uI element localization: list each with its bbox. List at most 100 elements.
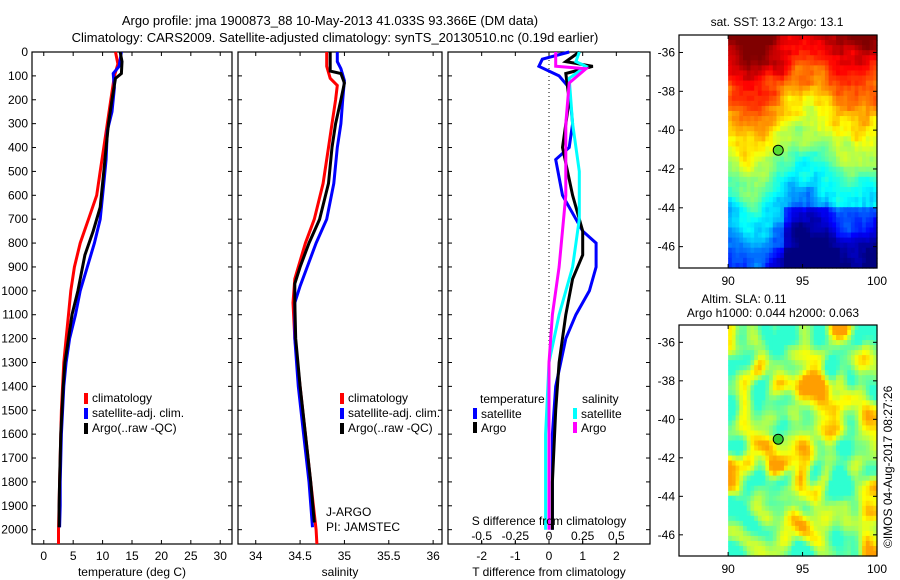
heatmap-cell [858,65,863,72]
heatmap-cell [806,55,811,61]
heatmap-cell [757,485,763,492]
heatmap-cell [850,232,856,239]
heatmap-cell [865,55,871,61]
heatmap-cell [769,415,774,422]
heatmap-cell [769,110,774,117]
heatmap-cell [776,410,781,416]
heatmap-cell [802,166,807,173]
heatmap-cell [836,340,841,346]
heatmap-cell [843,186,848,193]
heatmap-cell [806,217,811,224]
heatmap-cell [772,450,778,457]
heatmap-cell [865,90,871,97]
heatmap-cell [728,242,733,249]
heatmap-cell [798,242,804,249]
heatmap-cell [728,440,733,447]
heatmap-cell [802,415,807,422]
heatmap-cell [787,232,792,239]
heatmap-cell [795,207,800,213]
heatmap-cell [780,227,785,234]
heatmap-cell [795,176,800,183]
heatmap-cell [836,126,841,132]
heatmap-cell [839,485,845,492]
heatmap-cell [743,95,748,102]
heatmap-cell [787,370,792,376]
heatmap-cell [821,45,826,51]
heatmap-cell [787,390,792,396]
heatmap-cell [813,535,819,542]
heatmap-cell [839,237,845,244]
heatmap-cell [795,345,800,351]
y-tick-label: -38 [658,374,676,388]
heatmap-cell [772,70,778,77]
heatmap-cell [787,375,792,381]
heatmap-cell [836,212,841,218]
heatmap-cell [858,192,863,198]
heatmap-cell [746,262,752,269]
heatmap-cell [828,385,833,391]
heatmap-cell [731,252,737,259]
heatmap-cell [746,197,752,203]
heatmap-cell [873,110,878,117]
y-tick-label: -44 [658,201,676,215]
heatmap-cell [776,262,781,269]
heatmap-cell [765,335,770,341]
heatmap-cell [810,375,815,381]
heatmap-cell [750,105,755,112]
heatmap-cell [836,420,841,427]
heatmap-cell [824,136,830,142]
heatmap-cell [787,222,792,229]
heatmap-cell [731,35,737,41]
heatmap-cell [765,405,770,411]
heatmap-cell [761,80,766,87]
heatmap-cell [810,161,815,168]
heatmap-cell [728,166,733,173]
heatmap-cell [865,100,871,107]
heatmap-cell [813,176,819,183]
heatmap-cell [761,45,766,51]
heatmap-cell [858,390,863,396]
heatmap-cell [832,105,837,112]
heatmap-cell [746,455,752,462]
heatmap-cell [754,85,759,92]
heatmap-cell [739,207,744,213]
heatmap-cell [862,207,867,213]
heatmap-cell [858,380,863,386]
heatmap-cell [854,415,859,422]
heatmap-cell [757,335,763,341]
heatmap-cell [765,70,770,77]
heatmap-cell [769,227,774,234]
heatmap-cell [810,335,815,341]
heatmap-cell [806,415,811,422]
heatmap-cell [836,70,841,77]
heatmap-cell [757,90,763,97]
heatmap-cell [817,202,822,208]
heatmap-cell [739,425,744,432]
argo-position-marker [772,144,784,156]
heatmap-cell [862,90,867,97]
heatmap-cell [850,166,856,173]
heatmap-cell [847,151,852,158]
heatmap-cell [750,470,755,477]
heatmap-cell [743,445,748,452]
heatmap-cell [791,262,796,269]
heatmap-cell [769,465,774,472]
heatmap-cell [828,262,833,269]
heatmap-cell [765,222,770,229]
heatmap-cell [735,335,740,341]
heatmap-cell [850,430,856,437]
heatmap-cell [858,480,863,487]
heatmap-cell [821,485,826,492]
heatmap-cell [832,131,837,137]
heatmap-cell [836,131,841,137]
heatmap-cell [862,335,867,341]
heatmap-cell [802,55,807,61]
heatmap-cell [746,141,752,148]
heatmap-cell [780,95,785,102]
heatmap-cell [776,197,781,203]
heatmap-cell [795,370,800,376]
heatmap-cell [869,110,874,117]
heatmap-cell [813,207,819,213]
heatmap-cell [847,345,852,351]
heatmap-cell [739,405,744,411]
